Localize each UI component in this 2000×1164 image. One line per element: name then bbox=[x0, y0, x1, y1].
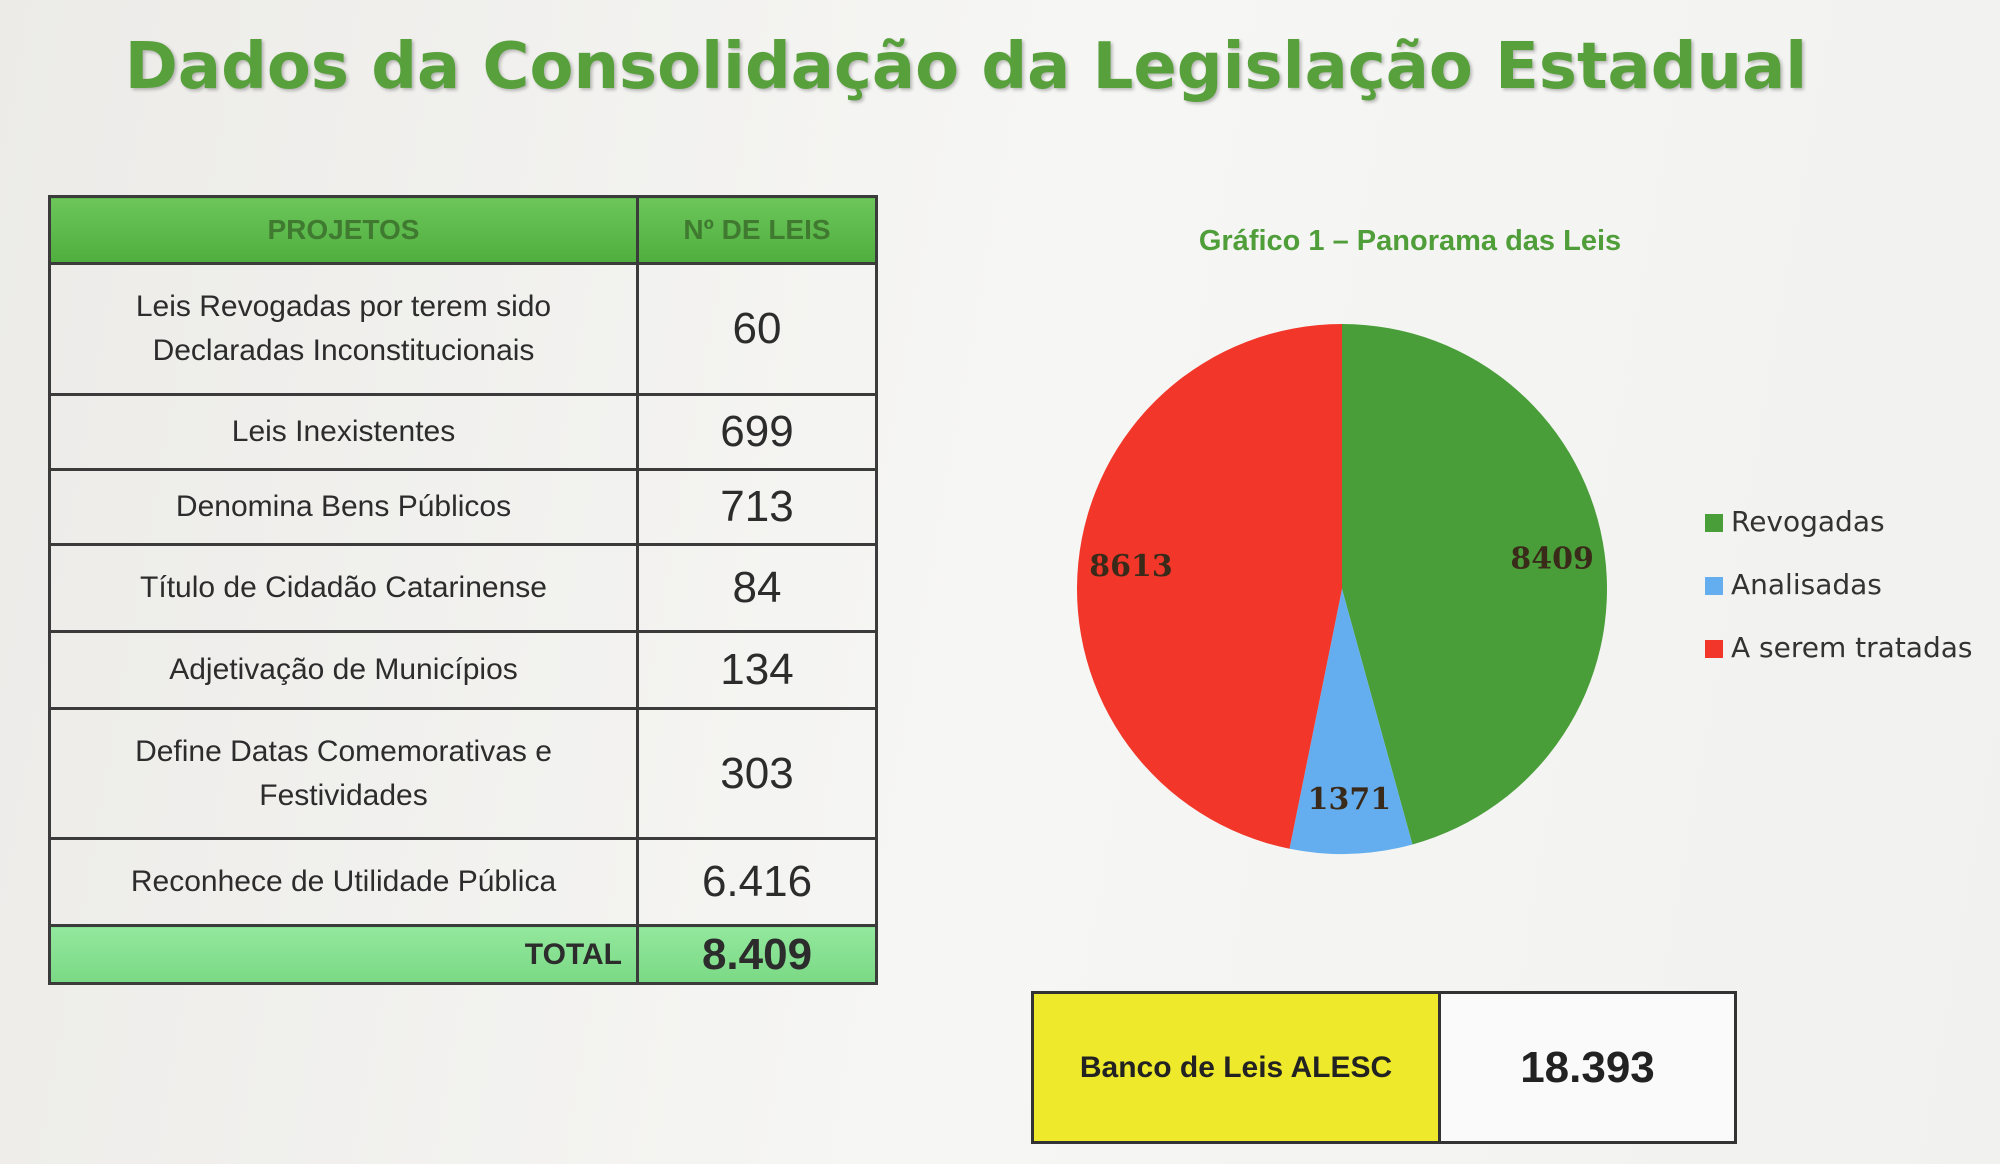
count-cell: 84 bbox=[636, 543, 878, 633]
table-row: Adjetivação de Municípios 134 bbox=[48, 630, 878, 710]
summary-value: 18.393 bbox=[1441, 994, 1734, 1141]
total-row: TOTAL 8.409 bbox=[48, 924, 878, 985]
legend-swatch bbox=[1705, 577, 1723, 595]
count-cell: 713 bbox=[636, 468, 878, 546]
table-row: Denomina Bens Públicos 713 bbox=[48, 468, 878, 546]
count-cell: 303 bbox=[636, 707, 878, 840]
pie-slice bbox=[1342, 324, 1607, 845]
project-cell: Reconhece de Utilidade Pública bbox=[48, 837, 639, 927]
data-label: 8409 bbox=[1510, 542, 1594, 577]
total-label: TOTAL bbox=[48, 924, 639, 985]
laws-table: PROJETOS Nº DE LEIS Leis Revogadas por t… bbox=[48, 195, 878, 985]
header-row: PROJETOS Nº DE LEIS bbox=[48, 195, 878, 265]
legend-label: Analisadas bbox=[1731, 568, 1882, 601]
table-row: Título de Cidadão Catarinense 84 bbox=[48, 543, 878, 633]
project-cell: Adjetivação de Municípios bbox=[48, 630, 639, 710]
table-row: Leis Revogadas por terem sido Declaradas… bbox=[48, 262, 878, 396]
column-header: PROJETOS bbox=[48, 195, 639, 265]
data-label: 1371 bbox=[1308, 782, 1392, 817]
count-cell: 134 bbox=[636, 630, 878, 710]
project-cell: Denomina Bens Públicos bbox=[48, 468, 639, 546]
slide-title: Dados da Consolidação da Legislação Esta… bbox=[124, 30, 1808, 104]
chart-title: Gráfico 1 – Panorama das Leis bbox=[1199, 225, 1621, 257]
data-label: 8613 bbox=[1089, 549, 1173, 584]
legend-label: Revogadas bbox=[1731, 505, 1885, 538]
project-cell: Leis Revogadas por terem sido Declaradas… bbox=[48, 262, 639, 396]
pie-slice bbox=[1076, 324, 1342, 849]
summary-label: Banco de Leis ALESC bbox=[1034, 994, 1441, 1141]
count-cell: 699 bbox=[636, 393, 878, 471]
table-body: Leis Revogadas por terem sido Declaradas… bbox=[48, 262, 878, 985]
project-cell: Define Datas Comemorativas e Festividade… bbox=[48, 707, 639, 840]
pie-chart: Gráfico 1 – Panorama das Leis 8409 1371 86… bbox=[1076, 225, 1972, 855]
count-cell: 60 bbox=[636, 262, 878, 396]
project-cell: Leis Inexistentes bbox=[48, 393, 639, 471]
table-row: Leis Inexistentes 699 bbox=[48, 393, 878, 471]
column-header: Nº DE LEIS bbox=[636, 195, 878, 265]
pie-slice bbox=[1289, 589, 1413, 855]
legend-label: A serem tratadas bbox=[1731, 631, 1972, 664]
legend-swatch bbox=[1705, 640, 1723, 658]
summary-box: Banco de Leis ALESC 18.393 bbox=[1031, 991, 1737, 1144]
count-cell: 6.416 bbox=[636, 837, 878, 927]
table-row: Define Datas Comemorativas e Festividade… bbox=[48, 707, 878, 840]
project-cell: Título de Cidadão Catarinense bbox=[48, 543, 639, 633]
table-row: Reconhece de Utilidade Pública 6.416 bbox=[48, 837, 878, 927]
legend-swatch bbox=[1705, 514, 1723, 532]
total-value: 8.409 bbox=[636, 924, 878, 985]
